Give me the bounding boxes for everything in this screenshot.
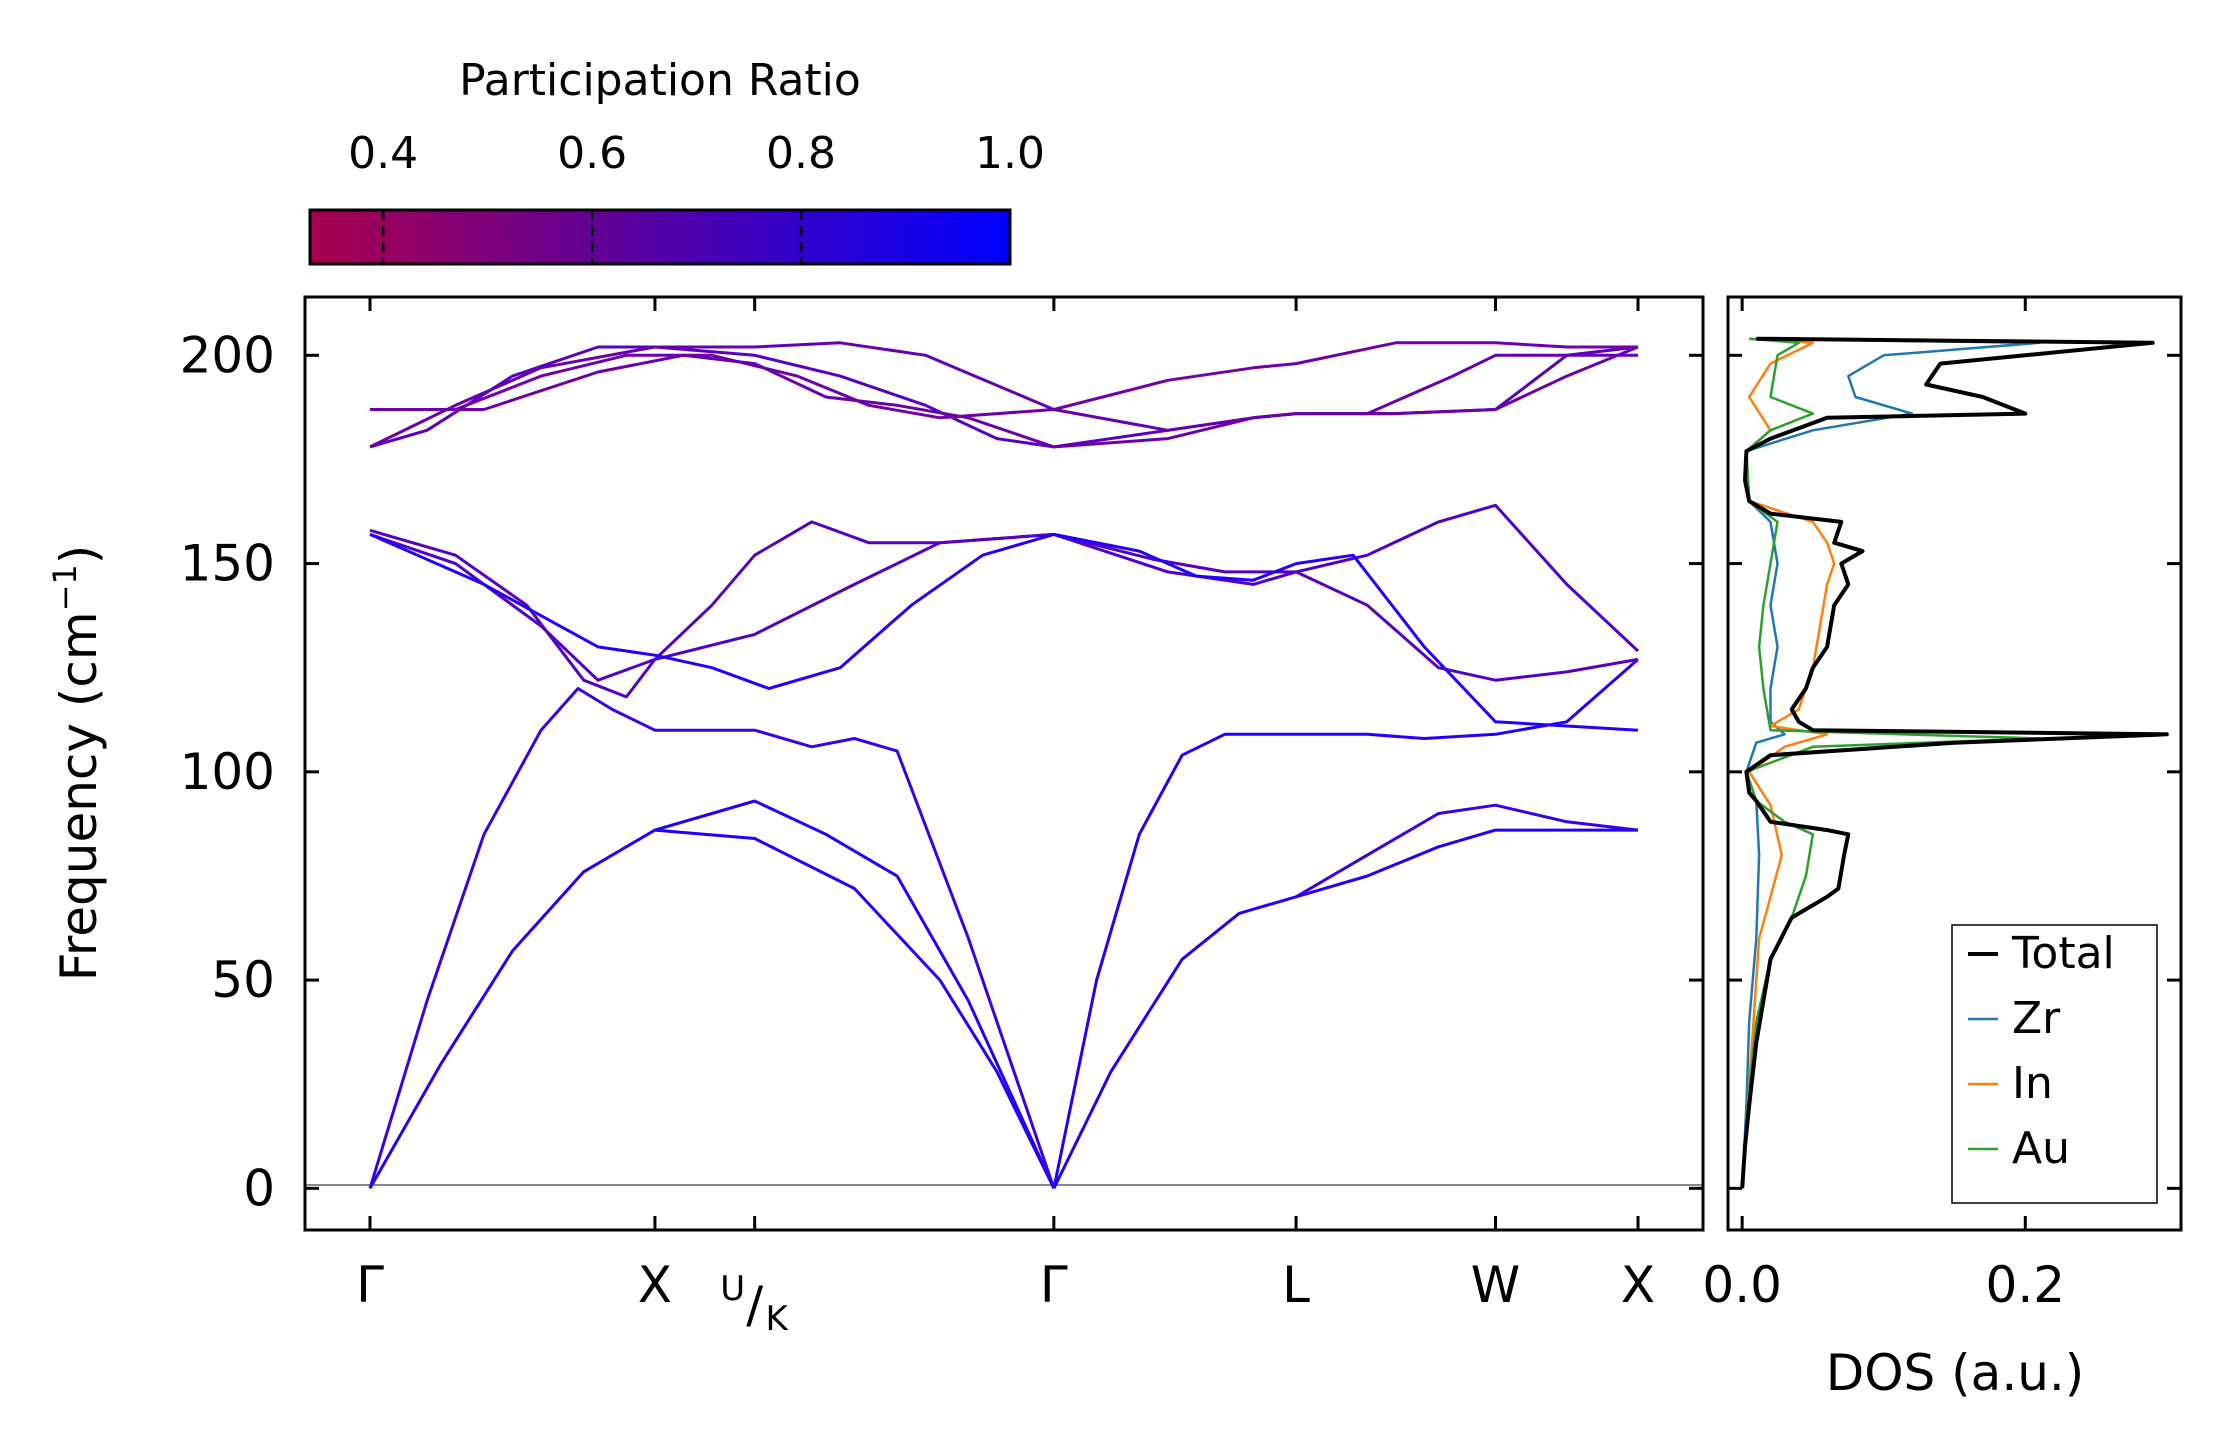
band-structure-panel: 0 50 100 150 200 Γ X U / K Γ L W X Frequency (cm−1) — [46, 295, 1705, 1339]
dos-x-tick-label: 0.2 — [1986, 1256, 2066, 1314]
k-tick-label-U-K: U / K — [720, 1269, 789, 1339]
band-line-acoustic-2b — [368, 687, 1056, 1189]
dos-legend: Total Zr In Au — [1951, 924, 2158, 1204]
colorbar-tick-label: 1.0 — [975, 128, 1045, 179]
band-line-optical-2 — [369, 520, 1639, 699]
k-tick-label: X — [1621, 1256, 1655, 1314]
band-y-ticks: 0 50 100 150 200 — [180, 326, 1703, 1217]
k-tick-label: L — [1282, 1256, 1310, 1314]
y-tick-label: 200 — [180, 326, 275, 384]
y-tick-label: 150 — [180, 535, 275, 593]
dos-x-axis-label: DOS (a.u.) — [1826, 1344, 2085, 1402]
dos-lines — [1740, 336, 2169, 1189]
band-line-optical-4 — [369, 345, 1639, 449]
dos-line-Au — [1740, 337, 2041, 1189]
colorbar-ticks: 0.4 0.6 0.8 1.0 — [348, 128, 1045, 264]
colorbar: Participation Ratio 0.4 0.6 0.8 1.0 — [308, 55, 1045, 266]
band-axes-frame — [303, 295, 1705, 1232]
k-tick-label: Γ — [356, 1256, 384, 1314]
k-tick-label: W — [1471, 1256, 1520, 1314]
y-tick-label: 50 — [211, 951, 275, 1009]
svg-text:U: U — [720, 1269, 745, 1309]
band-line-optical-5 — [370, 341, 1638, 420]
y-axis-label: Frequency (cm−1) — [46, 545, 108, 982]
svg-text:/: / — [746, 1276, 763, 1334]
svg-text:K: K — [766, 1299, 790, 1339]
y-tick-label: 100 — [180, 743, 275, 801]
band-line-acoustic-2 — [1052, 828, 1638, 1189]
colorbar-label: Participation Ratio — [459, 55, 861, 106]
band-line-optical-7 — [370, 345, 1639, 449]
band-line-optical-1 — [369, 503, 1640, 682]
band-line-optical-3 — [369, 532, 1639, 732]
colorbar-tick-label: 0.6 — [557, 128, 627, 179]
dos-line-Total — [1740, 336, 2169, 1189]
band-line-optical-6 — [369, 341, 1638, 449]
band-lines — [368, 341, 1640, 1190]
k-tick-label: Γ — [1040, 1256, 1068, 1314]
legend-label-Au: Au — [2012, 1123, 2070, 1174]
dos-axes-frame — [1726, 295, 2183, 1232]
band-line-acoustic-4 — [1295, 803, 1639, 899]
legend-label-Zr: Zr — [2012, 993, 2061, 1044]
dos-x-tick-label: 0.0 — [1702, 1256, 1782, 1314]
dos-panel: 0.0 0.2 DOS (a.u.) Total Zr In Au — [1702, 295, 2183, 1402]
colorbar-tick-label: 0.4 — [348, 128, 418, 179]
colorbar-gradient — [308, 208, 1012, 266]
band-line-acoustic-3b — [654, 799, 1056, 1189]
band-line-acoustic-3 — [1052, 658, 1639, 1189]
dos-ticks: 0.0 0.2 — [1702, 297, 2181, 1314]
legend-label-Total: Total — [2011, 928, 2115, 979]
k-tick-label: X — [638, 1256, 672, 1314]
colorbar-tick-label: 0.8 — [766, 128, 836, 179]
y-tick-label: 0 — [243, 1159, 275, 1217]
dos-line-Zr — [1740, 337, 2041, 1189]
legend-box — [1951, 924, 2158, 1204]
legend-label-In: In — [2012, 1058, 2053, 1109]
band-line-acoustic-1 — [368, 828, 1056, 1190]
band-k-ticks: Γ X U / K Γ L W X — [356, 297, 1655, 1339]
